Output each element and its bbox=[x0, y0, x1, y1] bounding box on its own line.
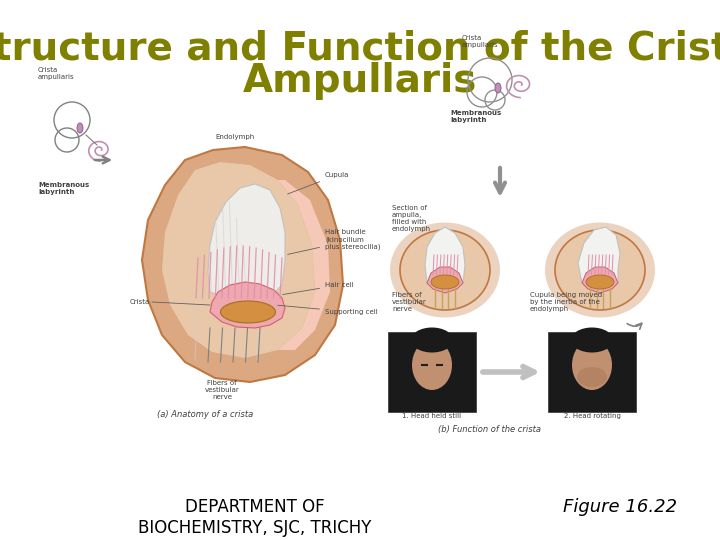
Polygon shape bbox=[425, 227, 465, 283]
Text: Hair bundle
(kinocilium
plus stereocilia): Hair bundle (kinocilium plus stereocilia… bbox=[288, 230, 380, 254]
Text: Endolymph: Endolymph bbox=[215, 134, 255, 140]
Text: Membranous
labyrinth: Membranous labyrinth bbox=[38, 182, 89, 195]
Polygon shape bbox=[142, 147, 343, 382]
Ellipse shape bbox=[495, 83, 501, 93]
Text: Ampullaris: Ampullaris bbox=[243, 62, 477, 100]
Text: Figure 16.22: Figure 16.22 bbox=[563, 498, 677, 516]
Text: Fibers of
vestibular
nerve: Fibers of vestibular nerve bbox=[204, 380, 239, 400]
Text: Cupula: Cupula bbox=[287, 172, 349, 194]
Text: Structure and Function of the Crista: Structure and Function of the Crista bbox=[0, 30, 720, 68]
Text: Fibers of
vestibular
nerve: Fibers of vestibular nerve bbox=[392, 292, 427, 312]
FancyBboxPatch shape bbox=[621, 253, 642, 287]
Polygon shape bbox=[578, 227, 620, 283]
Ellipse shape bbox=[412, 340, 452, 390]
Text: 2. Head rotating: 2. Head rotating bbox=[564, 413, 621, 419]
Ellipse shape bbox=[577, 367, 607, 387]
FancyBboxPatch shape bbox=[403, 253, 423, 287]
Text: (a) Anatomy of a crista: (a) Anatomy of a crista bbox=[157, 410, 253, 419]
Ellipse shape bbox=[390, 222, 500, 318]
Text: Cupula being moved
by the inertia of the
endolymph: Cupula being moved by the inertia of the… bbox=[530, 292, 602, 312]
Text: DEPARTMENT OF
BIOCHEMISTRY, SJC, TRICHY: DEPARTMENT OF BIOCHEMISTRY, SJC, TRICHY bbox=[138, 498, 372, 537]
Polygon shape bbox=[582, 267, 618, 293]
Ellipse shape bbox=[545, 222, 655, 318]
FancyBboxPatch shape bbox=[467, 253, 487, 287]
Ellipse shape bbox=[555, 230, 645, 310]
Ellipse shape bbox=[586, 275, 614, 289]
Polygon shape bbox=[427, 267, 463, 293]
Text: Supporting cell: Supporting cell bbox=[278, 305, 378, 315]
FancyBboxPatch shape bbox=[559, 253, 578, 287]
Ellipse shape bbox=[431, 275, 459, 289]
FancyBboxPatch shape bbox=[548, 332, 636, 412]
Text: Hair cell: Hair cell bbox=[283, 282, 354, 294]
Text: Membranous
labyrinth: Membranous labyrinth bbox=[450, 110, 501, 123]
Text: 1. Head held still: 1. Head held still bbox=[402, 413, 462, 419]
Ellipse shape bbox=[411, 327, 453, 353]
Text: Crista
ampullaris: Crista ampullaris bbox=[38, 67, 75, 80]
Ellipse shape bbox=[400, 230, 490, 310]
Text: Crista
ampullaris: Crista ampullaris bbox=[462, 35, 499, 48]
Polygon shape bbox=[208, 184, 285, 300]
Polygon shape bbox=[278, 180, 330, 350]
FancyBboxPatch shape bbox=[388, 332, 476, 412]
Text: Crista: Crista bbox=[130, 299, 150, 305]
Text: Section of
ampulla,
filled with
endolymph: Section of ampulla, filled with endolymp… bbox=[392, 205, 431, 232]
Polygon shape bbox=[210, 282, 285, 328]
Ellipse shape bbox=[572, 340, 612, 390]
Polygon shape bbox=[162, 162, 315, 358]
Ellipse shape bbox=[571, 327, 613, 353]
Ellipse shape bbox=[220, 301, 276, 323]
Ellipse shape bbox=[77, 123, 83, 133]
Text: (b) Function of the crista: (b) Function of the crista bbox=[438, 425, 541, 434]
